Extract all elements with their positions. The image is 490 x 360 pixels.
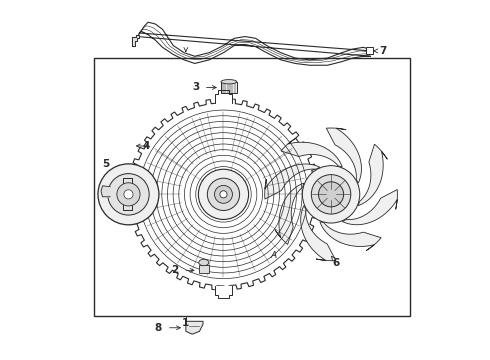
Bar [366,47,373,54]
Polygon shape [132,36,139,45]
Circle shape [198,169,248,220]
Polygon shape [215,286,232,298]
Polygon shape [275,183,304,244]
Bar [199,265,209,273]
Circle shape [124,192,130,197]
Text: 5: 5 [102,159,110,169]
Circle shape [220,191,227,198]
Circle shape [311,175,351,214]
Text: A: A [270,251,277,260]
Polygon shape [101,186,110,197]
Circle shape [124,190,133,199]
Text: 1: 1 [182,318,190,328]
Text: 6: 6 [333,258,340,268]
Bar [221,82,237,93]
Polygon shape [281,138,343,167]
Circle shape [117,183,140,206]
Polygon shape [358,144,388,206]
Polygon shape [320,221,381,251]
Circle shape [207,178,240,211]
Text: 2: 2 [172,265,179,275]
Polygon shape [128,99,319,290]
Circle shape [108,174,149,215]
Polygon shape [137,22,370,65]
Circle shape [302,166,360,223]
Text: 7: 7 [379,46,387,56]
Bar [95,58,410,316]
Polygon shape [301,206,336,261]
Polygon shape [123,178,132,211]
Polygon shape [265,164,320,199]
Circle shape [215,185,232,203]
Text: 4: 4 [143,141,150,151]
Polygon shape [326,128,362,183]
Ellipse shape [221,80,237,84]
Polygon shape [215,90,232,103]
Circle shape [318,182,343,207]
Circle shape [98,164,159,225]
Ellipse shape [199,259,209,266]
Text: 3: 3 [192,82,199,93]
Polygon shape [343,190,397,225]
Polygon shape [186,321,203,334]
Text: 8: 8 [154,323,162,333]
